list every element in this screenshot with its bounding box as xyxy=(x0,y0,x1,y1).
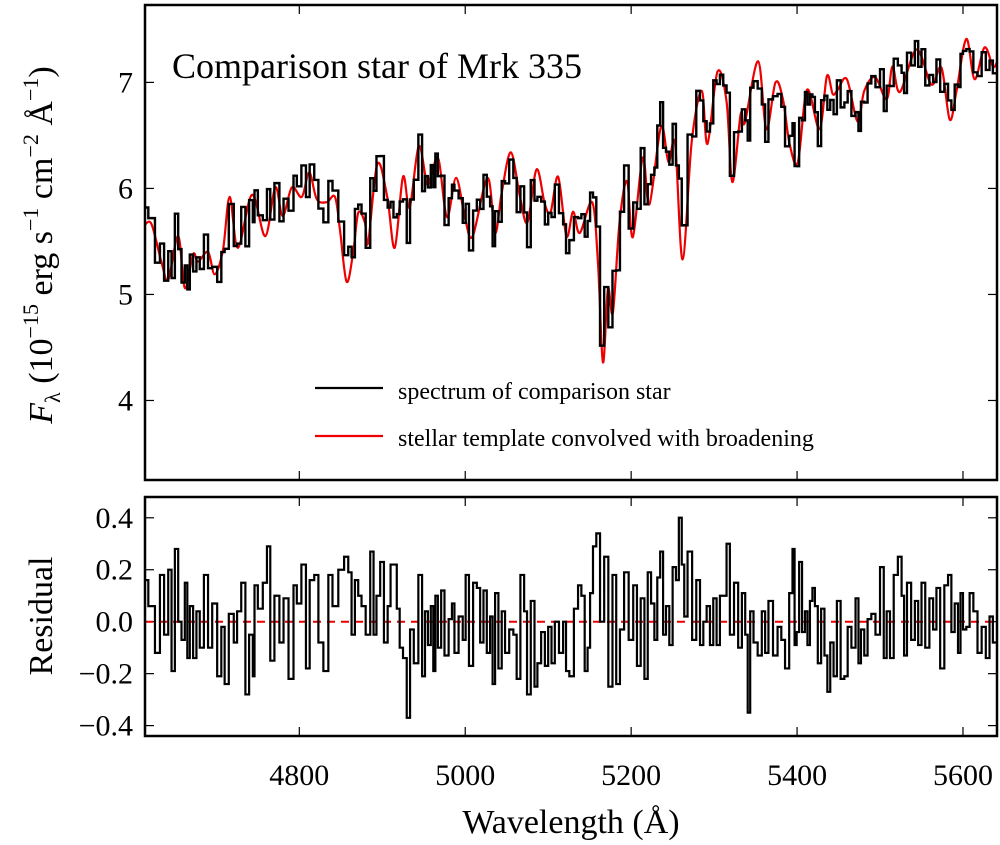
ylabel-part: ) xyxy=(23,66,60,77)
y-tick-label: 6 xyxy=(118,172,133,205)
spectrum-line xyxy=(145,39,997,347)
y-tick-label: 0.4 xyxy=(96,502,134,535)
residual-panel: 4800 5000 5200 5400 5600 −0.4 −0.2 0.0 0.2 0.4 Re… xyxy=(23,495,999,841)
ylabel-part: λ xyxy=(40,392,65,403)
ylabel-part: −15 xyxy=(18,304,43,338)
y-axis-label-residual: Residual xyxy=(23,557,60,676)
top-panel-frame xyxy=(143,3,999,482)
x-tick-label: 5600 xyxy=(933,759,993,792)
y-tick-label: −0.4 xyxy=(79,710,133,743)
x-tick-label: 5200 xyxy=(601,759,661,792)
y-tick-label: 5 xyxy=(118,278,133,311)
residual-series xyxy=(145,516,997,719)
legend: spectrum of comparison star stellar temp… xyxy=(315,379,814,452)
y-tick-label: −0.2 xyxy=(79,658,133,691)
spectrum-series xyxy=(145,39,997,347)
x-tick-label: 5000 xyxy=(435,759,495,792)
ylabel-part: F xyxy=(23,402,60,425)
y-tick-label: 0.0 xyxy=(96,606,134,639)
legend-label-template: stellar template convolved with broadeni… xyxy=(398,426,814,452)
x-tick-label: 4800 xyxy=(269,759,329,792)
y-tick-label: 4 xyxy=(118,384,133,417)
ylabel-part: cm xyxy=(23,158,60,208)
top-panel-ticks: 4 5 6 7 xyxy=(118,5,997,480)
x-tick-label: 5400 xyxy=(767,759,827,792)
residual-line xyxy=(145,516,997,719)
ylabel-part: erg s xyxy=(23,231,60,304)
template-line xyxy=(144,37,998,364)
ylabel-part: −1 xyxy=(18,208,43,231)
y-axis-label-flux: Fλ (10−15 erg s−1 cm−2 Å−1) xyxy=(18,66,65,424)
ylabel-part: −2 xyxy=(18,134,43,157)
ylabel-part: Å xyxy=(23,101,60,135)
y-tick-label: 0.2 xyxy=(96,554,134,587)
panel-title: Comparison star of Mrk 335 xyxy=(172,46,582,86)
spectrum-panel: 4 5 6 7 Comparison star of Mrk 335 spectrum… xyxy=(18,3,999,482)
template-series xyxy=(144,37,998,364)
residual-panel-frame xyxy=(143,495,999,738)
residual-panel-ticks: 4800 5000 5200 5400 5600 −0.4 −0.2 0.0 0.2 0.4 xyxy=(79,497,997,792)
y-tick-label: 7 xyxy=(118,66,133,99)
ylabel-part: (10 xyxy=(23,338,60,392)
ylabel-part: −1 xyxy=(18,78,43,101)
x-axis-label: Wavelength (Å) xyxy=(462,804,679,841)
legend-label-spectrum: spectrum of comparison star xyxy=(398,379,671,405)
